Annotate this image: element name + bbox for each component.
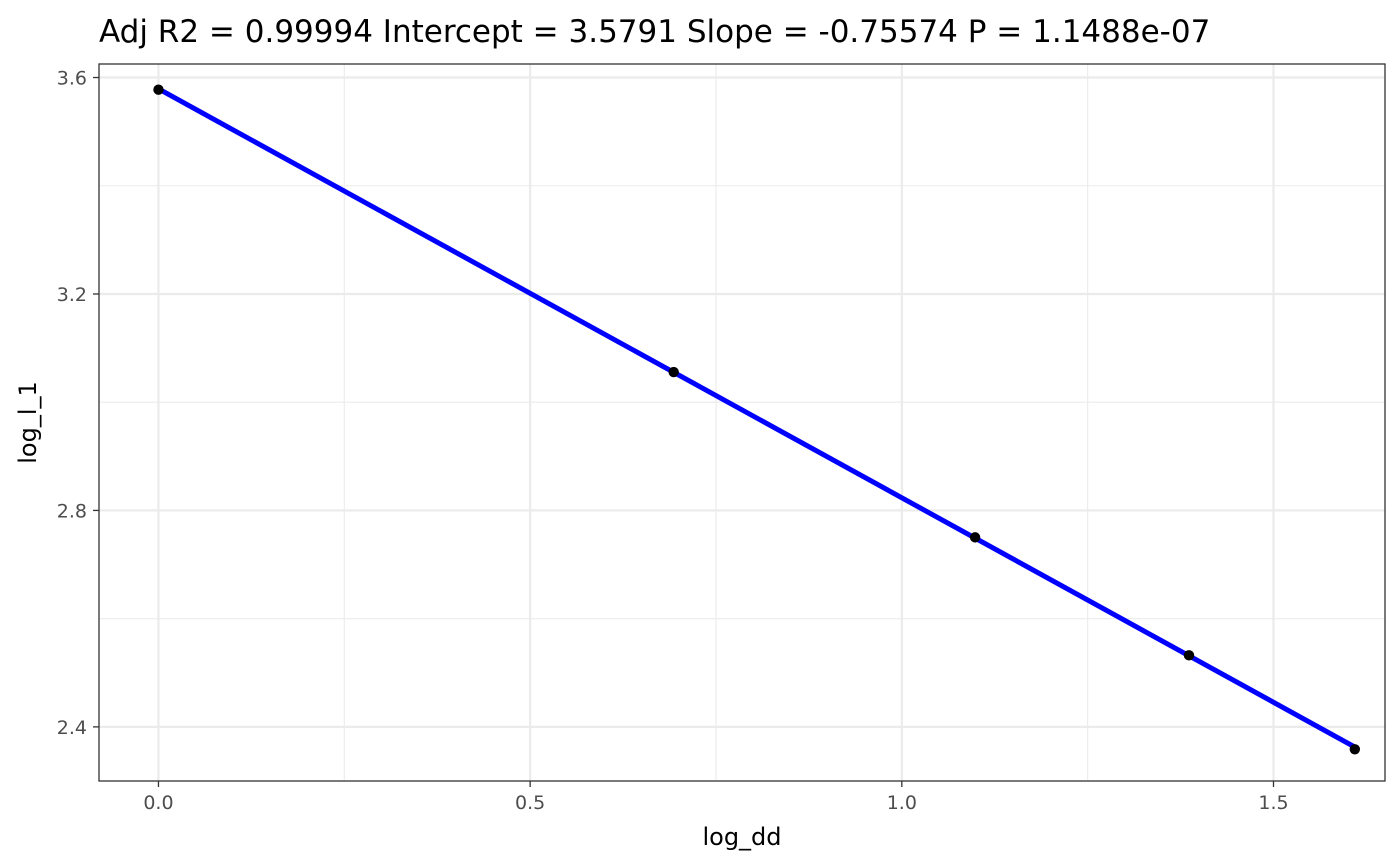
data-points	[153, 84, 1361, 755]
y-tick-label: 2.8	[57, 500, 87, 522]
fit-line	[157, 86, 1357, 750]
x-axis-title: log_dd	[702, 823, 781, 851]
regression-fit	[157, 86, 1357, 750]
x-tick-label: 1.0	[887, 792, 917, 814]
data-point	[1349, 744, 1361, 755]
minor-gridlines	[99, 64, 1385, 781]
data-point	[668, 366, 679, 378]
y-tick-label: 3.6	[57, 68, 87, 90]
x-tick-label: 0.0	[143, 792, 173, 814]
x-tick-label: 0.5	[515, 792, 545, 814]
data-point	[153, 84, 164, 95]
y-axis-ticks: 2.4 2.8 3.2 3.6	[57, 68, 99, 739]
chart-title: Adj R2 = 0.99994 Intercept = 3.5791 Slop…	[99, 14, 1210, 50]
major-gridlines	[99, 64, 1385, 781]
x-tick-label: 1.5	[1258, 792, 1288, 814]
y-axis-title: log_l_1	[14, 381, 42, 464]
y-tick-label: 2.4	[57, 717, 87, 739]
y-tick-label: 3.2	[57, 284, 87, 306]
panel-border	[98, 63, 1386, 782]
x-axis-ticks: 0.0 0.5 1.0 1.5	[143, 781, 1289, 814]
data-point	[1183, 650, 1195, 661]
data-point	[969, 532, 981, 543]
